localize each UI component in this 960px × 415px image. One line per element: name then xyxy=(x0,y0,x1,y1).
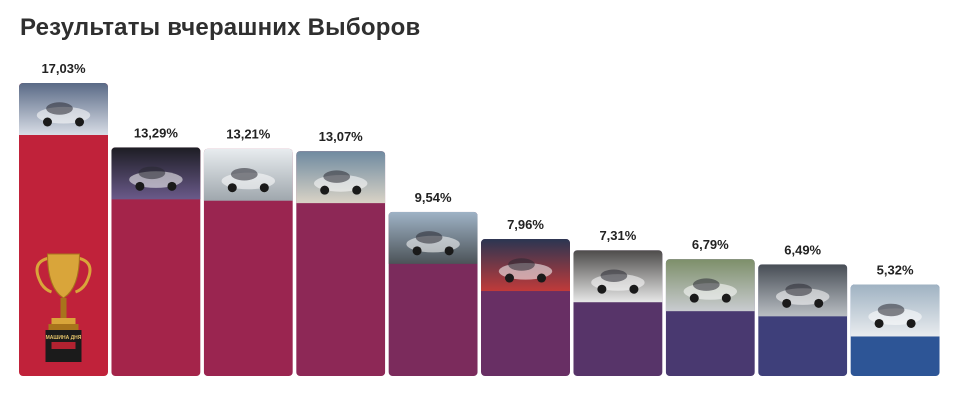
car-cabin-icon xyxy=(692,278,720,291)
trophy-cup xyxy=(46,253,81,299)
bar-value-label: 9,54% xyxy=(415,190,452,205)
wheel-icon xyxy=(874,318,884,328)
car-cabin-icon xyxy=(600,269,628,282)
bar-value-label: 6,79% xyxy=(692,237,729,252)
bar-group xyxy=(203,148,293,376)
bar-value-label: 5,32% xyxy=(877,262,914,277)
trophy-stem xyxy=(60,298,67,320)
bar-group xyxy=(573,250,663,376)
bar-value-label: 13,21% xyxy=(226,127,271,142)
bar-group xyxy=(111,147,201,376)
wheel-icon xyxy=(537,273,547,283)
trophy-collar xyxy=(51,318,76,324)
car-cabin-icon xyxy=(877,303,905,317)
trophy-text: МАШИНА ДНЯ xyxy=(46,335,82,341)
bar-value-label: 13,29% xyxy=(134,125,179,140)
car-cabin-icon xyxy=(508,258,535,271)
car-cabin-icon xyxy=(323,170,351,183)
trophy-ring xyxy=(48,324,79,330)
wheel-icon xyxy=(259,183,269,193)
trophy-icon: МАШИНА ДНЯ xyxy=(35,253,92,362)
bar-group xyxy=(19,83,108,376)
bar-value-label: 7,31% xyxy=(599,228,636,243)
bar-group xyxy=(850,284,940,376)
bar-group xyxy=(665,259,755,376)
car-cabin-icon xyxy=(230,167,258,181)
wheel-icon xyxy=(721,293,731,303)
wheel-icon xyxy=(597,284,607,294)
bar-group xyxy=(388,211,478,376)
wheel-icon xyxy=(412,246,422,256)
bar-group xyxy=(758,264,848,376)
wheel-icon xyxy=(814,298,824,308)
bar-group xyxy=(296,151,386,376)
wheel-icon xyxy=(352,185,362,195)
wheel-icon xyxy=(135,181,145,191)
trophy-handle-right xyxy=(74,256,92,294)
wheel-icon xyxy=(504,273,514,283)
wheel-icon xyxy=(689,293,699,303)
wheel-icon xyxy=(42,117,52,127)
trophy-handle-left xyxy=(35,256,53,294)
wheel-icon xyxy=(906,318,916,328)
wheel-icon xyxy=(320,185,330,195)
wheel-icon xyxy=(227,183,237,193)
wheel-icon xyxy=(75,117,85,127)
trophy-plaque xyxy=(51,342,76,349)
bar-group xyxy=(481,239,570,376)
bar-value-label: 6,49% xyxy=(784,242,821,257)
wheel-icon xyxy=(444,246,454,256)
wheel-icon xyxy=(782,298,792,308)
chart-title: Результаты вчерашних Выборов xyxy=(20,14,421,41)
bar-value-label: 17,03% xyxy=(41,61,86,76)
bar-value-label: 7,96% xyxy=(507,217,544,232)
bar-value-label: 13,07% xyxy=(319,129,364,144)
car-cabin-icon xyxy=(785,283,813,297)
car-cabin-icon xyxy=(138,166,166,180)
wheel-icon xyxy=(629,284,639,294)
wheel-icon xyxy=(167,181,177,191)
car-cabin-icon xyxy=(46,102,73,115)
car-cabin-icon xyxy=(415,231,443,244)
